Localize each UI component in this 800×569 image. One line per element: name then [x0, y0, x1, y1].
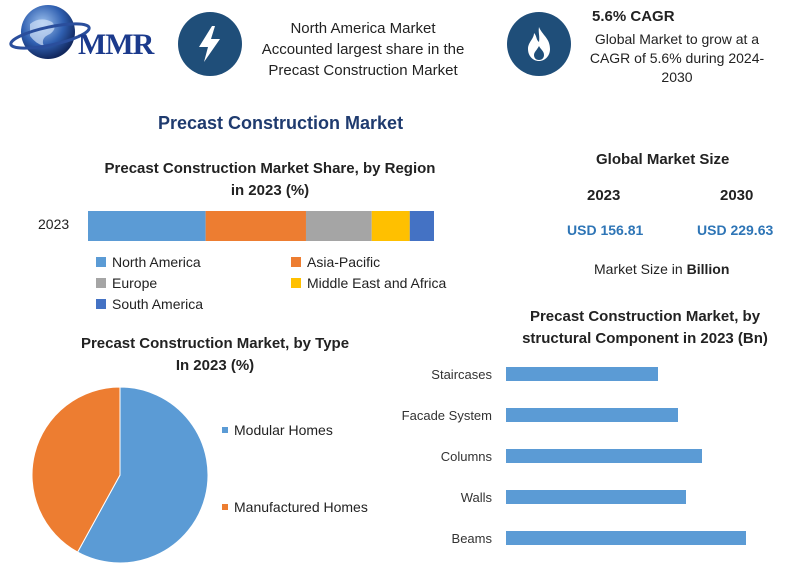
component-tick-label: Beams: [452, 531, 493, 546]
pie-slice-modular-homes: [76, 386, 209, 564]
page-title: Precast Construction Market: [158, 113, 404, 133]
region-year-label: 2023: [38, 216, 70, 232]
component-tick-label: Staircases: [431, 367, 492, 382]
region-segment-middle-east-and-africa: [371, 211, 410, 241]
legend-swatch: [222, 504, 228, 510]
component-bar-columns: [506, 449, 702, 463]
global-size-unit-prefix: Market Size in: [594, 261, 687, 277]
legend-swatch: [96, 257, 106, 267]
region-chart-title: Precast Construction Market Share, by Re…: [80, 158, 460, 202]
component-chart-title-line: structural Component in 2023 (Bn): [522, 330, 768, 347]
global-size-year-2023: 2023: [587, 187, 621, 204]
legend-modular-homes: Modular Homes: [222, 422, 333, 438]
component-tick-label: Walls: [461, 490, 493, 505]
logo: [8, 2, 168, 68]
region-segment-south-america: [409, 211, 434, 241]
global-size-unit-bold: Billion: [686, 261, 730, 277]
component-tick-label: Facade System: [402, 408, 492, 423]
cagr-title: 5.6% CAGR: [592, 8, 675, 25]
highlight-north-america: North America Market Accounted largest s…: [248, 18, 478, 81]
component-bar-beams: [506, 531, 746, 545]
legend-south-america: South America: [96, 296, 203, 312]
cagr-line: CAGR of 5.6% during 2024-: [589, 50, 765, 66]
cagr-line: Global Market to grow at a: [594, 31, 760, 47]
legend-label: Middle East and Africa: [307, 275, 447, 291]
global-size-unit: Market Size in Billion: [594, 261, 729, 277]
cagr-line: 2030: [661, 69, 693, 85]
highlight-line: Accounted largest share in the: [261, 41, 465, 58]
region-segment-asia-pacific: [205, 211, 306, 241]
legend-manufactured-homes: Manufactured Homes: [222, 499, 368, 515]
region-chart-title-line: Precast Construction Market Share, by Re…: [104, 160, 436, 177]
component-tick-label: Columns: [441, 449, 493, 464]
global-size-year-2030: 2030: [720, 187, 754, 204]
region-stacked-bar: [88, 211, 434, 241]
legend-label: Modular Homes: [234, 422, 333, 438]
cagr-text: Global Market to grow at a CAGR of 5.6% …: [582, 30, 772, 87]
type-chart-title-line: In 2023 (%): [175, 357, 255, 374]
legend-north-america: North America: [96, 254, 201, 270]
component-bar-facade-system: [506, 408, 678, 422]
logo-text: MMR: [78, 28, 154, 61]
legend-label: Manufactured Homes: [234, 499, 368, 515]
legend-label: Asia-Pacific: [307, 254, 381, 270]
globe-icon: [9, 5, 91, 59]
component-bar-walls: [506, 490, 686, 504]
lightning-icon-circle: [178, 12, 242, 76]
component-chart-title-line: Precast Construction Market, by: [529, 308, 761, 325]
global-size-value-2030: USD 229.63: [697, 222, 774, 238]
legend-swatch: [96, 278, 106, 288]
global-size-value-2023: USD 156.81: [567, 222, 644, 238]
highlight-line: Precast Construction Market: [268, 62, 458, 79]
type-pie-chart: [31, 386, 209, 564]
highlight-line: North America Market: [290, 20, 436, 37]
region-chart-title-line: in 2023 (%): [230, 182, 310, 199]
region-segment-north-america: [88, 211, 206, 241]
component-chart-title: Precast Construction Market, by structur…: [500, 306, 790, 350]
type-chart-title: Precast Construction Market, by Type In …: [40, 333, 390, 377]
global-size-title: Global Market Size: [596, 151, 730, 168]
region-segment-europe: [305, 211, 372, 241]
flame-icon-circle: [507, 12, 571, 76]
legend-asia-pacific: Asia-Pacific: [291, 254, 380, 270]
legend-swatch: [222, 427, 228, 433]
flame-icon: [528, 27, 550, 61]
pie-slice-manufactured-homes: [31, 386, 121, 553]
legend-swatch: [291, 278, 301, 288]
legend-middle-east-africa: Middle East and Africa: [291, 275, 446, 291]
legend-label: South America: [112, 296, 204, 312]
legend-swatch: [291, 257, 301, 267]
component-bar-staircases: [506, 367, 658, 381]
legend-label: North America: [112, 254, 201, 270]
lightning-icon: [199, 26, 220, 62]
legend-label: Europe: [112, 275, 158, 291]
legend-europe: Europe: [96, 275, 157, 291]
type-chart-title-line: Precast Construction Market, by Type: [80, 335, 350, 352]
legend-swatch: [96, 299, 106, 309]
component-bar-chart: Staircases Facade System Columns Walls Beams: [402, 367, 746, 546]
